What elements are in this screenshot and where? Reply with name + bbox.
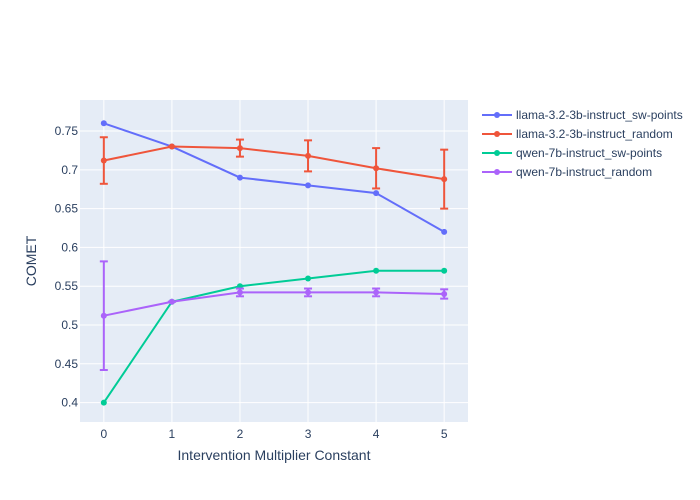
data-point[interactable] bbox=[100, 312, 107, 319]
series-layer bbox=[99, 120, 449, 406]
y-tick-label: 0.75 bbox=[55, 124, 79, 138]
legend-label: llama-3.2-3b-instruct_sw-points bbox=[516, 108, 683, 122]
legend-item[interactable]: llama-3.2-3b-instruct_random bbox=[482, 127, 673, 141]
data-point[interactable] bbox=[168, 298, 175, 305]
x-axis-title: Intervention Multiplier Constant bbox=[178, 447, 371, 463]
y-axis-ticks: 0.4 0.45 0.5 0.55 0.6 0.65 0.7 0.75 bbox=[55, 124, 79, 410]
y-tick-label: 0.55 bbox=[55, 279, 79, 293]
legend-label: llama-3.2-3b-instruct_random bbox=[516, 127, 673, 141]
data-point[interactable] bbox=[305, 152, 312, 159]
legend-swatch-marker bbox=[494, 150, 500, 156]
legend-item[interactable]: qwen-7b-instruct_sw-points bbox=[482, 146, 662, 160]
legend[interactable]: llama-3.2-3b-instruct_sw-points llama-3.2… bbox=[482, 108, 683, 179]
data-point[interactable] bbox=[305, 289, 312, 296]
y-tick-label: 0.65 bbox=[55, 202, 79, 216]
x-tick-label: 5 bbox=[441, 427, 448, 441]
x-axis-ticks: 0 1 2 3 4 5 bbox=[100, 427, 447, 441]
data-point[interactable] bbox=[441, 176, 448, 183]
data-point[interactable] bbox=[100, 399, 107, 406]
data-point[interactable] bbox=[441, 228, 448, 235]
legend-item[interactable]: qwen-7b-instruct_random bbox=[482, 165, 652, 179]
x-tick-label: 4 bbox=[373, 427, 380, 441]
data-point[interactable] bbox=[305, 182, 312, 189]
data-point[interactable] bbox=[373, 190, 380, 197]
legend-item[interactable]: llama-3.2-3b-instruct_sw-points bbox=[482, 108, 683, 122]
legend-label: qwen-7b-instruct_sw-points bbox=[516, 146, 662, 160]
data-point[interactable] bbox=[168, 143, 175, 150]
y-tick-label: 0.6 bbox=[61, 240, 78, 254]
plot-area bbox=[80, 100, 468, 422]
y-tick-label: 0.45 bbox=[55, 357, 79, 371]
x-tick-label: 1 bbox=[169, 427, 176, 441]
y-tick-label: 0.4 bbox=[61, 396, 78, 410]
data-point[interactable] bbox=[373, 267, 380, 274]
data-point[interactable] bbox=[236, 289, 243, 296]
legend-swatch-marker bbox=[494, 169, 500, 175]
data-point[interactable] bbox=[100, 120, 107, 127]
series-line bbox=[103, 122, 445, 233]
series-line bbox=[102, 269, 445, 404]
data-point[interactable] bbox=[373, 289, 380, 296]
data-point[interactable] bbox=[305, 275, 312, 282]
series-line bbox=[103, 291, 445, 317]
legend-swatch-marker bbox=[494, 112, 500, 118]
x-tick-label: 2 bbox=[237, 427, 244, 441]
series-llama-3.2-3b-instruct_random bbox=[99, 136, 449, 210]
series-qwen-7b-instruct_random bbox=[99, 260, 449, 372]
y-tick-label: 0.5 bbox=[61, 318, 78, 332]
y-tick-label: 0.7 bbox=[61, 163, 78, 177]
y-axis-title: COMET bbox=[23, 235, 39, 286]
x-tick-label: 0 bbox=[100, 427, 107, 441]
data-point[interactable] bbox=[100, 157, 107, 164]
legend-swatch-marker bbox=[494, 131, 500, 137]
data-point[interactable] bbox=[373, 165, 380, 172]
data-point[interactable] bbox=[236, 145, 243, 152]
legend-label: qwen-7b-instruct_random bbox=[516, 165, 652, 179]
data-point[interactable] bbox=[441, 290, 448, 297]
series-line bbox=[103, 145, 445, 181]
data-point[interactable] bbox=[236, 174, 243, 181]
x-tick-label: 3 bbox=[305, 427, 312, 441]
data-point[interactable] bbox=[441, 267, 448, 274]
